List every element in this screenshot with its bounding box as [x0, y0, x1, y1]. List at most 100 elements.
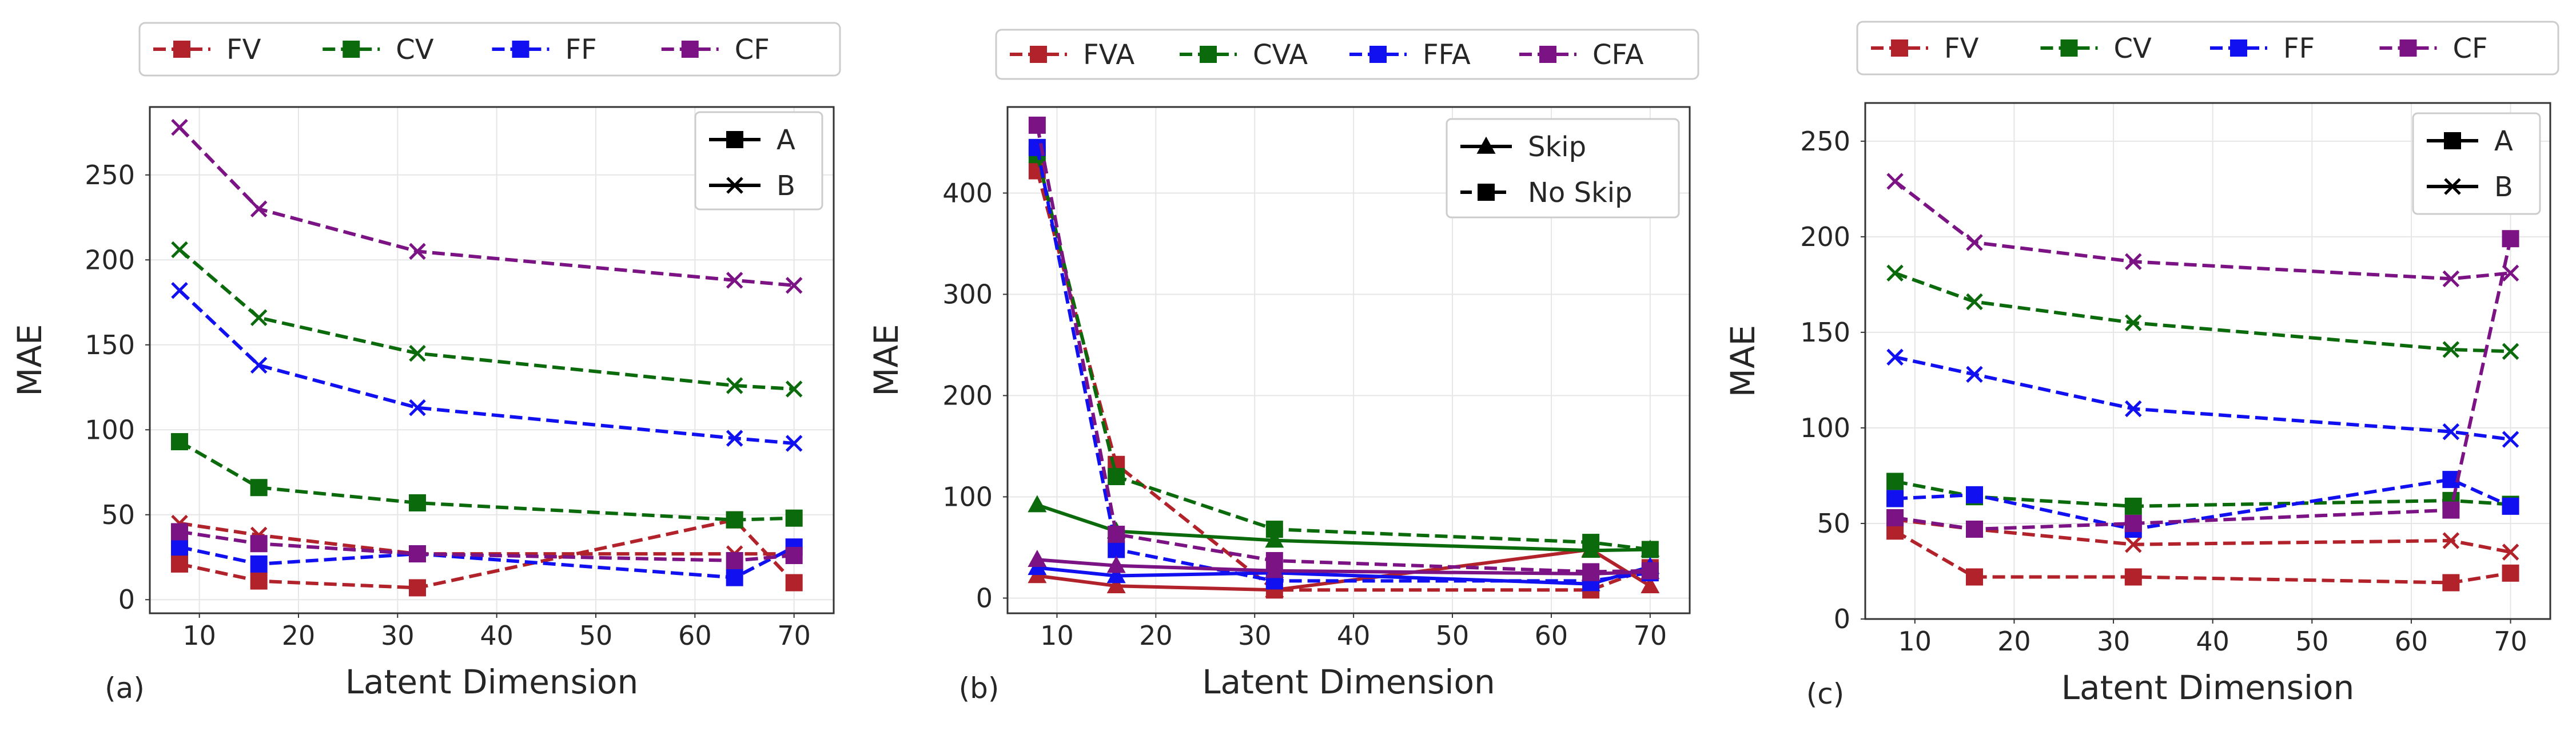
legend-label: CF: [735, 34, 770, 66]
top-legend: FVA CVA FFA CFA: [995, 29, 1699, 80]
plot-frame: [1006, 106, 1691, 614]
x-tick-label: 40: [480, 620, 513, 651]
legend-label: A: [777, 124, 795, 156]
x-tick-label: 50: [2295, 626, 2329, 657]
data-point: [2502, 543, 2519, 561]
x-tick-label: 20: [1997, 626, 2031, 657]
legend-marker: [1539, 46, 1556, 63]
style-legend: AB: [2412, 112, 2541, 215]
data-point: [1965, 486, 1983, 503]
data-point: [1582, 563, 1600, 581]
data-point: [1641, 562, 1659, 580]
data-point: [1582, 534, 1600, 551]
data-point: [1886, 348, 1904, 366]
legend-label: B: [2494, 171, 2513, 203]
data-point: [250, 309, 268, 327]
legend-box: [995, 29, 1699, 80]
y-tick-label: 250: [85, 160, 135, 191]
chart-panel-b: 10 20 30 40 50 60 70 0 100 200 300 400 Latent Dimens…: [867, 29, 1699, 705]
data-point: [2442, 501, 2460, 519]
data-point: [409, 545, 426, 563]
data-point: [2502, 343, 2519, 360]
data-point: [1886, 264, 1904, 282]
y-tick-label: 0: [118, 584, 135, 615]
x-tick-label: 70: [777, 620, 811, 651]
y-tick-label: 50: [101, 499, 135, 530]
legend-marker: [1200, 46, 1217, 63]
panel-label: (a): [105, 672, 145, 705]
series-line-fv-b: [179, 521, 794, 556]
data-point: [2502, 264, 2519, 282]
series-line-fv-a: [1894, 529, 2511, 585]
legend-marker: [2399, 39, 2417, 57]
data-point: [2124, 497, 2142, 515]
x-tick-label: 20: [282, 620, 316, 651]
x-tick-label: 60: [2395, 626, 2428, 657]
data-point: [2502, 497, 2519, 515]
legend-box: [1856, 21, 2559, 76]
data-point: [2125, 535, 2142, 553]
data-point: [250, 356, 268, 374]
series-line-cv-a: [1894, 479, 2511, 508]
data-point: [2442, 532, 2460, 549]
data-point: [2125, 400, 2142, 418]
legend-marker: [1891, 39, 1908, 57]
data-point: [2442, 341, 2460, 358]
legend-marker: [2444, 132, 2461, 149]
x-tick-label: 40: [1337, 620, 1371, 651]
series-line-cva-skip: [1036, 503, 1650, 553]
x-tick-label: 30: [2097, 626, 2131, 657]
legend-marker: [1369, 46, 1387, 63]
data-point: [726, 272, 743, 289]
series-line-cf-a: [1894, 238, 2513, 531]
data-point: [2125, 253, 2142, 271]
series-line-fva-no-skip: [1036, 170, 1651, 592]
data-point: [1106, 555, 1126, 573]
x-tick-label: 30: [381, 620, 415, 651]
data-point: [1886, 473, 1904, 490]
data-point: [785, 435, 803, 452]
y-tick-label: 200: [1800, 221, 1850, 252]
top-legend: FV CV FF CF: [138, 22, 841, 77]
data-point: [1966, 293, 1983, 311]
data-point: [785, 380, 803, 398]
data-point: [1108, 541, 1125, 558]
x-axis-label: Latent Dimension: [1202, 662, 1495, 701]
data-point: [1265, 561, 1284, 578]
y-tick-label: 400: [942, 177, 993, 208]
data-point: [726, 377, 743, 394]
data-point: [1028, 549, 1047, 567]
y-tick-label: 150: [1800, 317, 1850, 348]
data-point: [250, 535, 268, 553]
style-legend: AB: [694, 111, 823, 211]
legend-label: CV: [396, 34, 434, 66]
data-point: [1641, 576, 1660, 593]
data-point: [2442, 574, 2460, 592]
top-legend: FV CV FF CF: [1856, 21, 2559, 76]
y-axis-label: MAE: [867, 324, 906, 396]
legend-marker: [726, 131, 743, 148]
data-point: [1965, 568, 1983, 586]
data-point: [250, 555, 268, 573]
data-point: [726, 511, 743, 529]
data-point: [1108, 525, 1125, 543]
data-point: [250, 479, 268, 497]
data-point: [409, 399, 426, 416]
data-point: [726, 551, 743, 569]
chart-panel-c: 10 20 30 40 50 60 70 0 50 100 150 200 250 Latent Dime…: [1723, 21, 2559, 711]
data-point: [1265, 521, 1283, 538]
x-axis-label: Latent Dimension: [2061, 668, 2355, 707]
data-point: [250, 200, 268, 217]
y-axis-label: MAE: [1723, 325, 1762, 397]
data-point: [726, 569, 743, 586]
y-tick-label: 300: [942, 279, 993, 310]
x-tick-label: 60: [1535, 620, 1568, 651]
legend-label: B: [777, 170, 795, 202]
data-point: [171, 118, 188, 136]
data-point: [1028, 116, 1046, 134]
x-tick-label: 70: [2494, 626, 2527, 657]
data-point: [2502, 230, 2519, 248]
x-tick-label: 10: [182, 620, 216, 651]
x-tick-label: 10: [1040, 620, 1074, 651]
